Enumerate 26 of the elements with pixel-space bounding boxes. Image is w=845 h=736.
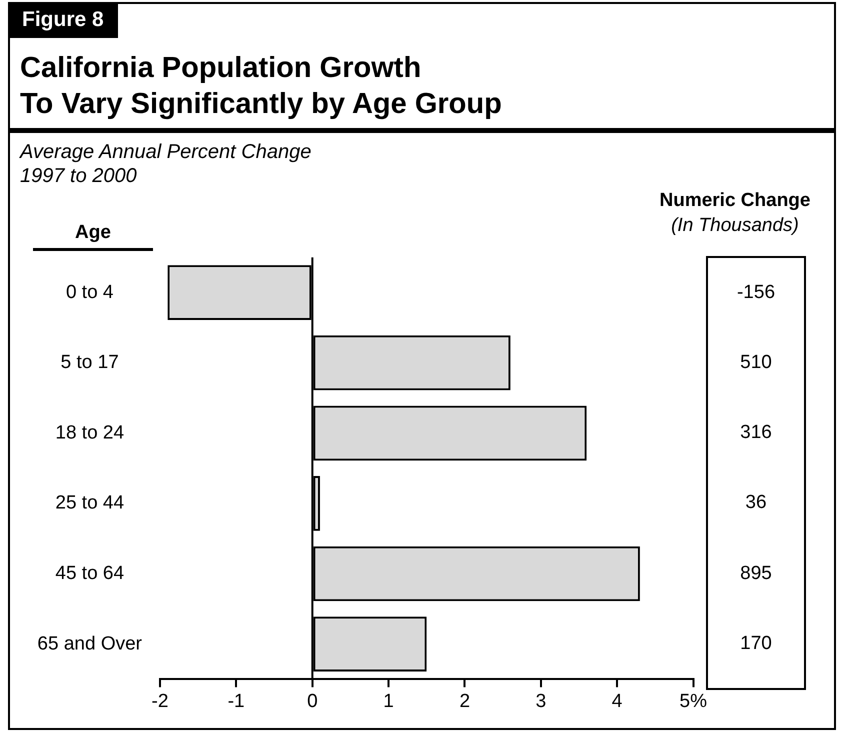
y-tick-label: 5 to 17: [60, 352, 119, 374]
y-tick-label: 0 to 4: [66, 282, 114, 303]
y-tick-label: 25 to 44: [55, 492, 124, 514]
text: (In Thousands): [670, 215, 800, 237]
text: 895: [739, 562, 773, 585]
text: 36: [744, 492, 768, 514]
x-tick-label: -1: [228, 690, 245, 712]
x-tick-label: 4: [612, 690, 623, 712]
text: 510: [739, 352, 773, 374]
caption: Figure 8: [8, 2, 118, 38]
x-tick-label: -2: [152, 690, 168, 712]
text: 316: [739, 422, 773, 444]
text: 170: [739, 633, 773, 656]
chart-subtitle: Average Annual Percent Change 1997 to 2000: [20, 140, 312, 188]
y-axis-title: Age: [74, 222, 112, 244]
chart-title: California Population Growth To Vary Significantly by Age Group: [20, 51, 502, 122]
x-tick-label: 1: [383, 690, 394, 712]
x-tick-label: 3: [536, 690, 546, 712]
x-tick-label: 5%: [680, 690, 708, 712]
text: -156: [736, 282, 776, 304]
y-tick-label: 65 and Over: [37, 633, 143, 654]
y-tick-label: 18 to 24: [55, 422, 124, 444]
text: Numeric Change: [658, 190, 812, 212]
x-tick-label: 0: [307, 690, 318, 712]
y-tick-label: 45 to 64: [55, 562, 124, 584]
x-tick-label: 2: [459, 690, 470, 712]
